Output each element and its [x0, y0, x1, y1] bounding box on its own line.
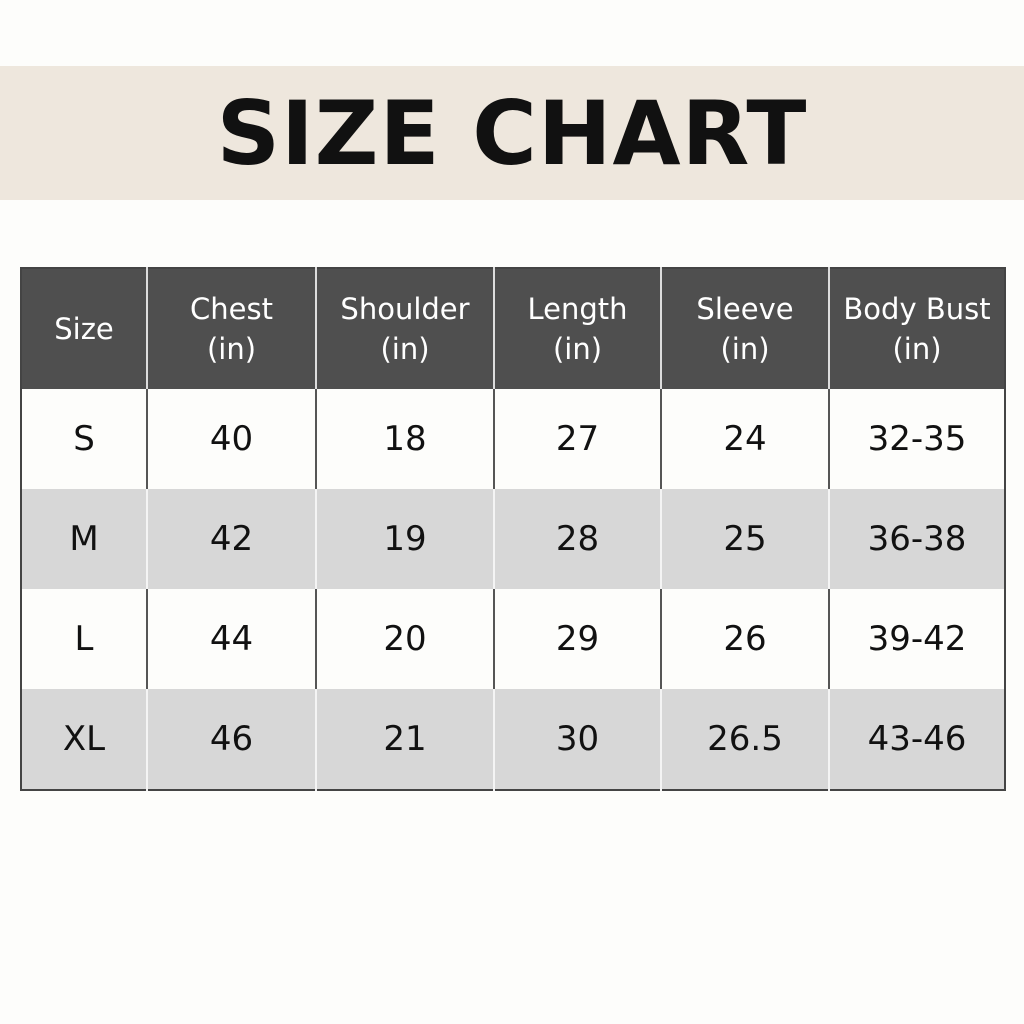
length-cell: 27: [493, 389, 661, 489]
page-title: SIZE CHART: [216, 81, 808, 185]
header-sleeve: Sleeve (in): [660, 268, 829, 389]
table-row: S 40 18 27 24 32-35: [21, 389, 1005, 489]
header-body-bust: Body Bust (in): [828, 268, 1005, 389]
header-label: Chest: [190, 292, 273, 326]
shoulder-cell: 20: [315, 589, 494, 689]
header-label: Length: [527, 292, 628, 326]
header-unit: (in): [206, 332, 257, 366]
title-banner: SIZE CHART: [0, 66, 1024, 200]
table-row: XL 46 21 30 26.5 43-46: [21, 689, 1005, 790]
header-unit: (in): [380, 332, 430, 366]
size-cell: M: [21, 489, 147, 589]
header-row: Size Chest (in) Shoulder (in) Length (in) S…: [21, 268, 1005, 389]
shoulder-cell: 21: [315, 689, 494, 790]
length-cell: 28: [493, 489, 661, 589]
header-size: Size: [21, 268, 147, 389]
length-cell: 29: [493, 589, 661, 689]
header-unit: (in): [552, 332, 603, 366]
body-bust-cell: 32-35: [828, 389, 1005, 489]
chest-cell: 44: [146, 589, 316, 689]
header-unit: (in): [720, 332, 770, 366]
sleeve-cell: 26.5: [660, 689, 829, 790]
chest-cell: 40: [146, 389, 316, 489]
header-label: Size: [54, 312, 114, 346]
header-label: Body Bust: [843, 292, 991, 326]
table-row: M 42 19 28 25 36-38: [21, 489, 1005, 589]
sleeve-cell: 24: [660, 389, 829, 489]
size-cell: L: [74, 619, 94, 659]
header-shoulder: Shoulder (in): [315, 268, 494, 389]
length-cell: 30: [493, 689, 661, 790]
header-chest: Chest (in): [146, 268, 316, 389]
shoulder-cell: 18: [315, 389, 494, 489]
body-bust-cell: 43-46: [828, 689, 1005, 790]
header-unit: (in): [892, 332, 942, 366]
header-label: Shoulder: [340, 292, 470, 326]
table-row: L 44 20 29 26 39-42: [21, 589, 1005, 689]
body-bust-cell: 39-42: [828, 589, 1005, 689]
chest-cell: 42: [146, 489, 316, 589]
shoulder-cell: 19: [315, 489, 494, 589]
chest-cell: 46: [146, 689, 316, 790]
sleeve-cell: 25: [660, 489, 829, 589]
size-cell: S: [73, 419, 95, 459]
header-label: Sleeve: [696, 292, 794, 326]
sleeve-cell: 26: [660, 589, 829, 689]
size-cell: XL: [21, 689, 147, 790]
size-chart-table: Size Chest (in) Shoulder (in) Length (in) S…: [20, 267, 1006, 791]
header-length: Length (in): [493, 268, 661, 389]
body-bust-cell: 36-38: [828, 489, 1005, 589]
